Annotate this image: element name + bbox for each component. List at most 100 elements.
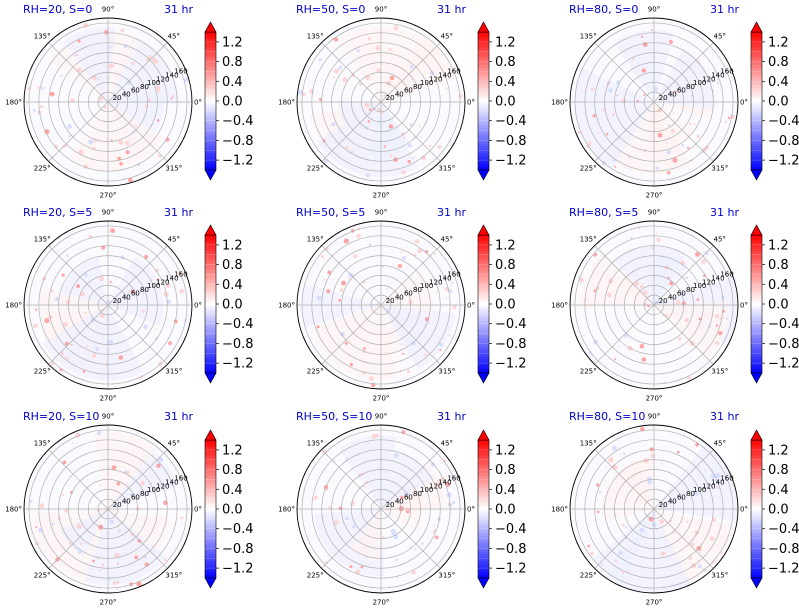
value-patch xyxy=(650,29,653,31)
angle-tick-label: 180° xyxy=(5,99,22,107)
field-wedge xyxy=(654,252,689,305)
value-patch xyxy=(110,228,115,234)
angle-tick-label: 135° xyxy=(34,236,51,244)
colorbar: 1.2 0.8 0.4 0.0 −0.4 −0.8 −1.2 xyxy=(750,224,799,384)
value-patch xyxy=(689,556,693,561)
angular-gridline xyxy=(653,101,714,162)
value-patch xyxy=(364,102,370,108)
value-patch xyxy=(372,495,375,498)
angle-tick-label: 45° xyxy=(441,236,453,244)
value-patch xyxy=(75,54,78,57)
colorbar-tick-label: 0.0 xyxy=(222,503,243,518)
value-patch xyxy=(171,94,175,98)
value-patch xyxy=(158,361,162,366)
value-patch xyxy=(367,36,371,41)
colorbar-tick-label: −0.4 xyxy=(495,522,527,537)
polar-frame xyxy=(23,17,193,187)
colorbar-tick-label: 0.4 xyxy=(222,278,243,293)
value-patch xyxy=(141,309,145,313)
value-patch xyxy=(432,530,436,534)
radial-tick-label: 60 xyxy=(677,494,686,502)
radial-tick-label: 140 xyxy=(711,479,724,487)
radial-tick-label: 60 xyxy=(131,494,140,502)
value-patch xyxy=(672,157,678,163)
value-patch xyxy=(409,123,413,127)
value-patch xyxy=(80,291,85,297)
value-patch xyxy=(669,281,674,286)
value-patch xyxy=(388,124,394,129)
value-patch xyxy=(363,485,366,488)
radial-tick-label: 80 xyxy=(413,286,422,294)
value-patch xyxy=(390,528,396,534)
value-patch xyxy=(417,248,423,254)
angular-gridline xyxy=(321,449,382,510)
value-patch xyxy=(99,484,102,487)
colorbar-tick-label: 0.4 xyxy=(768,278,789,293)
value-patch xyxy=(660,551,666,557)
value-patch xyxy=(714,314,720,319)
value-patch xyxy=(624,525,628,529)
angle-tick-label: 270° xyxy=(373,395,390,403)
angle-tick-label: 0° xyxy=(467,506,475,514)
value-patch xyxy=(60,75,63,78)
value-patch xyxy=(383,146,386,149)
angle-tick-label: 90° xyxy=(102,209,114,217)
value-patch xyxy=(689,123,692,125)
value-patch xyxy=(107,300,110,303)
value-patch xyxy=(434,529,437,532)
value-patch xyxy=(687,147,690,150)
value-patch xyxy=(421,542,424,545)
radial-tick-label: 100 xyxy=(147,486,160,494)
value-patch xyxy=(333,68,339,74)
value-patch xyxy=(148,55,152,60)
value-patch xyxy=(356,233,362,239)
value-patch xyxy=(720,551,723,554)
radial-tick-label: 20 xyxy=(113,297,122,305)
angle-tick-label: 90° xyxy=(102,413,114,421)
angle-tick-label: 315° xyxy=(165,164,182,172)
polar-panel: 0°45°90°135°180°225°270°315°20 40 60 801001… xyxy=(5,410,202,607)
value-patch xyxy=(393,25,399,31)
value-patch xyxy=(376,68,381,73)
value-patch xyxy=(104,30,109,35)
angle-tick-label: 180° xyxy=(551,99,568,107)
value-patch xyxy=(437,517,441,521)
value-patch xyxy=(319,98,322,101)
value-patch xyxy=(109,280,112,283)
value-patch xyxy=(360,565,364,569)
value-patch xyxy=(695,252,700,257)
value-patch xyxy=(411,570,416,575)
angle-tick-label: 315° xyxy=(438,164,455,172)
value-patch xyxy=(353,254,357,259)
value-patch xyxy=(64,509,68,513)
radial-tick-label: 140 xyxy=(438,72,451,80)
colorbar-tick-label: 0.8 xyxy=(495,258,516,273)
angle-tick-label: 225° xyxy=(34,571,51,579)
angle-tick-label: 225° xyxy=(307,164,324,172)
colorbar-tick-label: 0.0 xyxy=(495,503,516,518)
colorbar-tick-label: −0.4 xyxy=(768,114,799,129)
value-patch xyxy=(29,499,33,504)
value-patch xyxy=(674,90,678,95)
colorbar: 1.2 0.8 0.4 0.0 −0.4 −0.8 −1.2 xyxy=(477,21,527,181)
field-wedge xyxy=(606,102,692,175)
value-patch xyxy=(696,546,702,551)
value-patch xyxy=(92,559,95,563)
value-patch xyxy=(340,331,345,337)
value-patch xyxy=(398,506,404,512)
angle-tick-label: 270° xyxy=(373,192,390,200)
angle-tick-label: 45° xyxy=(441,440,453,448)
colorbar-tick-label: 0.0 xyxy=(495,298,516,313)
colorbar-tick-label: 0.0 xyxy=(222,298,243,313)
angular-gridline xyxy=(321,304,382,365)
value-patch xyxy=(179,288,184,294)
angular-gridline xyxy=(380,304,441,365)
value-patch xyxy=(341,280,346,286)
value-patch xyxy=(445,87,448,90)
value-patch xyxy=(403,136,406,139)
value-patch xyxy=(605,132,609,136)
colorbar-tick-label: 0.8 xyxy=(768,258,789,273)
value-patch xyxy=(35,308,38,311)
angle-tick-label: 180° xyxy=(278,99,295,107)
value-patch xyxy=(68,542,72,546)
